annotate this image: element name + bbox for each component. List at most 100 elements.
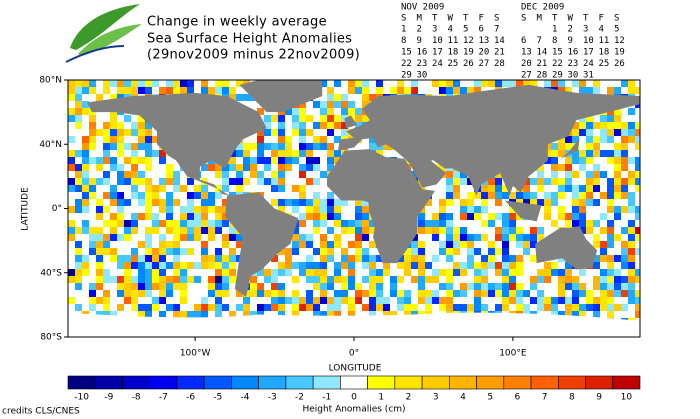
colorbar-swatch (285, 375, 314, 390)
texture-cell (593, 227, 600, 234)
weekday: T (432, 14, 438, 24)
texture-cell (586, 220, 593, 227)
texture-cell (278, 269, 285, 276)
calendar-day: 31 (583, 71, 594, 81)
texture-cell (145, 87, 152, 94)
texture-cell (320, 248, 327, 255)
land (504, 200, 542, 222)
colorbar-tick-label: 7 (542, 393, 548, 403)
texture-cell (215, 283, 222, 290)
texture-cell (376, 311, 383, 318)
texture-cell (628, 192, 635, 199)
texture-cell (103, 269, 110, 276)
texture-cell (607, 115, 614, 122)
texture-cell (551, 220, 558, 227)
texture-cell (68, 115, 75, 122)
texture-cell (355, 248, 362, 255)
texture-cell (523, 199, 530, 206)
texture-cell (124, 206, 131, 213)
texture-cell (383, 269, 390, 276)
colorbar-tick-label: -10 (74, 393, 89, 403)
texture-cell (110, 255, 117, 262)
texture-cell (432, 213, 439, 220)
texture-cell (201, 227, 208, 234)
texture-cell (82, 80, 89, 87)
calendar-day: 24 (432, 59, 443, 69)
texture-cell (82, 192, 89, 199)
texture-cell (628, 80, 635, 87)
texture-cell (579, 87, 586, 94)
texture-cell (131, 220, 138, 227)
texture-cell (390, 87, 397, 94)
texture-cell (397, 276, 404, 283)
texture-cell (593, 262, 600, 269)
texture-cell (369, 87, 376, 94)
texture-cell (607, 220, 614, 227)
texture-cell (572, 80, 579, 87)
texture-cell (523, 290, 530, 297)
texture-cell (446, 199, 453, 206)
texture-cell (75, 283, 82, 290)
texture-cell (446, 87, 453, 94)
texture-cell (117, 94, 124, 101)
texture-cell (495, 192, 502, 199)
texture-cell (257, 283, 264, 290)
texture-cell (628, 108, 635, 115)
colorbar-tick-label: 9 (596, 393, 602, 403)
texture-cell (278, 157, 285, 164)
texture-cell (306, 269, 313, 276)
texture-cell (96, 199, 103, 206)
texture-cell (75, 101, 82, 108)
texture-cell (89, 87, 96, 94)
texture-cell (271, 290, 278, 297)
texture-cell (166, 276, 173, 283)
texture-cell (474, 304, 481, 311)
texture-cell (117, 192, 124, 199)
texture-cell (201, 185, 208, 192)
texture-cell (152, 150, 159, 157)
texture-cell (614, 122, 621, 129)
texture-cell (278, 290, 285, 297)
texture-cell (82, 262, 89, 269)
texture-cell (201, 262, 208, 269)
texture-cell (327, 192, 334, 199)
texture-cell (89, 129, 96, 136)
texture-cell (537, 234, 544, 241)
texture-cell (264, 129, 271, 136)
calendar-day: 28 (537, 71, 548, 81)
texture-cell (621, 157, 628, 164)
texture-cell (460, 227, 467, 234)
texture-cell (75, 115, 82, 122)
texture-cell (299, 171, 306, 178)
texture-cell (306, 206, 313, 213)
texture-cell (474, 290, 481, 297)
texture-cell (82, 255, 89, 262)
texture-cell (614, 150, 621, 157)
calendar-day: 16 (568, 48, 579, 58)
texture-cell (607, 178, 614, 185)
texture-cell (285, 150, 292, 157)
texture-cell (348, 276, 355, 283)
texture-cell (166, 227, 173, 234)
texture-cell (75, 94, 82, 101)
texture-cell (460, 234, 467, 241)
texture-cell (467, 276, 474, 283)
texture-cell (551, 311, 558, 318)
texture-cell (320, 157, 327, 164)
texture-cell (628, 262, 635, 269)
texture-cell (110, 248, 117, 255)
texture-cell (355, 290, 362, 297)
calendar-day: 27 (521, 71, 532, 81)
texture-cell (411, 255, 418, 262)
texture-cell (320, 241, 327, 248)
texture-cell (117, 206, 124, 213)
texture-cell (313, 136, 320, 143)
texture-cell (89, 122, 96, 129)
texture-cell (145, 290, 152, 297)
texture-cell (103, 206, 110, 213)
texture-cell (516, 269, 523, 276)
calendar-day: 27 (479, 59, 490, 69)
texture-cell (320, 164, 327, 171)
colorbar-swatch (122, 375, 151, 390)
texture-cell (481, 80, 488, 87)
